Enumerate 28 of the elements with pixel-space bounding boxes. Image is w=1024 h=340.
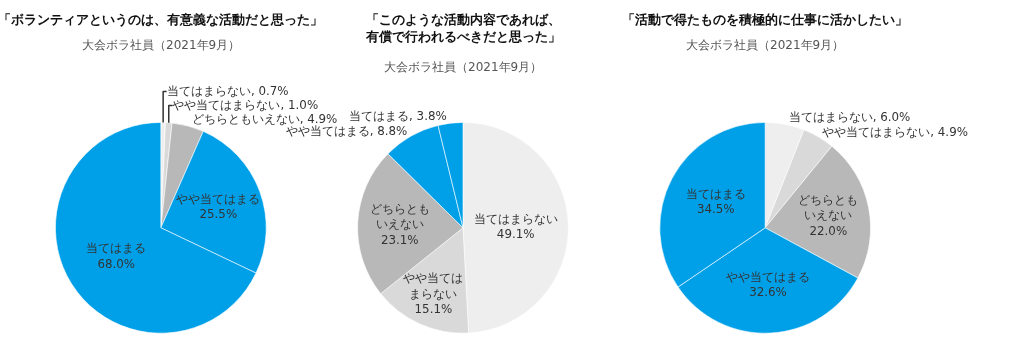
data-label: 22.0% — [809, 223, 848, 238]
slice-label: 当てはまらない — [473, 211, 558, 226]
slice-label: やや当てはまらない, 4.9% — [822, 124, 968, 139]
chart-subtitle: 大会ボラ社員（2021年9月） — [82, 38, 241, 52]
data-label: 25.5% — [199, 207, 238, 222]
slice-label: やや当てはまる, 8.8% — [285, 123, 408, 138]
slice-label: どちらともいえない — [369, 202, 430, 232]
slice-label: 当てはまる — [685, 186, 746, 201]
slice-label: やや当てはまらない, 1.0% — [172, 98, 319, 113]
slice-label: やや当てはまらない — [403, 271, 464, 301]
slice-label: やや当てはまる — [176, 191, 261, 206]
chart-subtitle: 大会ボラ社員（2021年9月） — [384, 60, 543, 74]
data-label: 15.1% — [414, 302, 453, 317]
data-label: 68.0% — [97, 256, 136, 271]
chart-title: 「活動で得たものを積極的に仕事に活かしたい」 — [622, 12, 908, 27]
slice-label: どちらともいえない — [798, 192, 859, 223]
slice-label: やや当てはまる — [726, 269, 811, 284]
slice-label: 当てはまる — [86, 241, 147, 256]
slice-label: 当てはまる, 3.8% — [349, 109, 447, 124]
data-label: 49.1% — [496, 227, 535, 242]
chart-title: 「このような活動内容であれば、有償で行われるべきだと思った」 — [365, 12, 561, 44]
chart-title: 「ボランティアというのは、有意義な活動だと思った」 — [0, 12, 323, 27]
data-label: 23.1% — [380, 232, 419, 247]
data-label: 34.5% — [696, 202, 735, 217]
slice-label: 当てはまらない, 0.7% — [166, 84, 289, 99]
slice-label: 当てはまらない, 6.0% — [788, 110, 911, 125]
data-label: 32.6% — [749, 285, 787, 300]
chart-subtitle: 大会ボラ社員（2021年9月） — [686, 38, 845, 52]
